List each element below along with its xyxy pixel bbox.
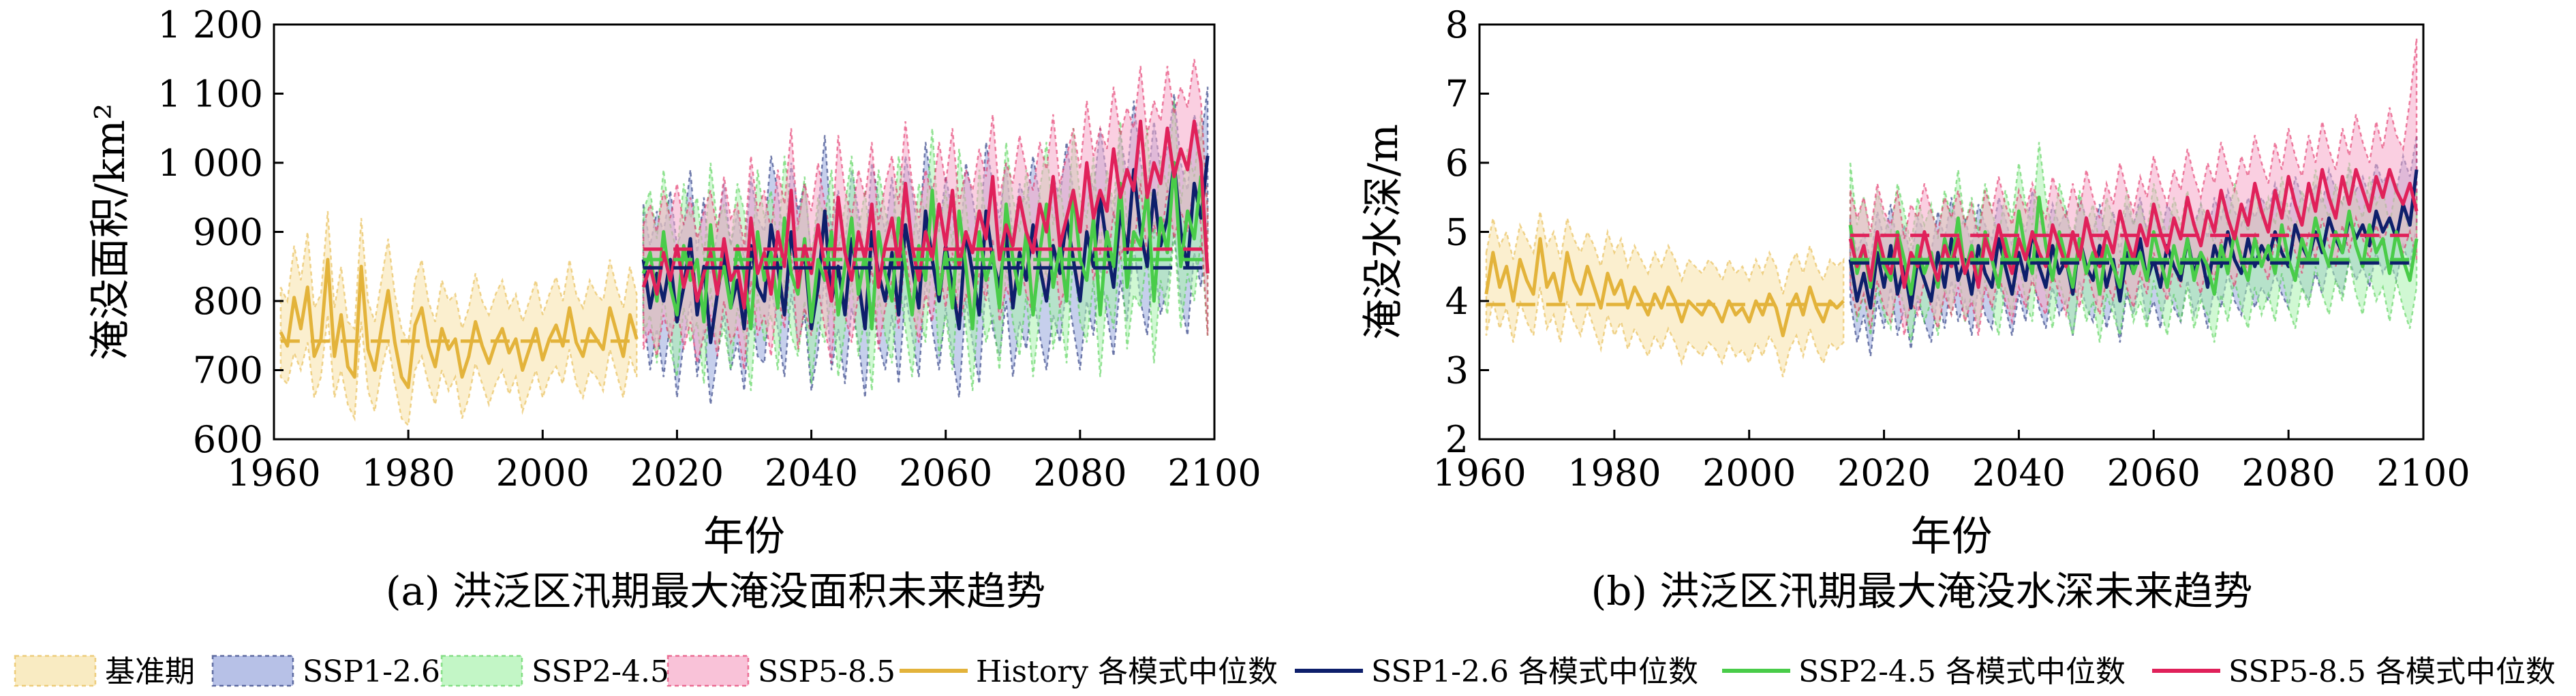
- y-tick-label: 4: [1445, 280, 1469, 323]
- y-tick-label: 2: [1445, 418, 1469, 461]
- legend-item-0: 基准期: [14, 654, 195, 689]
- legend-label: History 各模式中位数: [976, 654, 1278, 689]
- legend-item-2: SSP2-4.5: [440, 654, 669, 689]
- legend-label: SSP5-8.5 各模式中位数: [2228, 654, 2556, 689]
- legend-swatch: [666, 654, 750, 687]
- x-tick-label: 1960: [227, 452, 320, 494]
- x-axis-label: 年份: [703, 513, 785, 560]
- legend-item-4: History 各模式中位数: [900, 654, 1278, 689]
- legend-swatch: [211, 654, 294, 687]
- y-tick-label: 1 000: [157, 142, 263, 185]
- median-line-history: [1484, 237, 1845, 338]
- band-history: [279, 210, 638, 428]
- uncertainty-bands: [1485, 38, 2418, 377]
- legend-label: SSP2-4.5: [532, 654, 669, 689]
- legend-swatch: [14, 654, 97, 687]
- legend-label: SSP1-2.6 各模式中位数: [1371, 654, 1698, 689]
- y-tick-label: 5: [1445, 211, 1469, 254]
- chart-panel-area: 1960 1980 2000 2020 2040 2060 2080 2100 600 700 80…: [87, 3, 1261, 614]
- chart-caption: (b) 洪泛区汛期最大淹没水深未来趋势: [1591, 568, 2253, 614]
- y-axis-label: 淹没水深/m: [1360, 124, 1407, 340]
- legend-label: SSP5-8.5: [758, 654, 895, 689]
- mean-lines: [1486, 234, 2417, 306]
- legend-label: SSP2-4.5 各模式中位数: [1798, 654, 2126, 689]
- y-tick-label: 1 200: [157, 3, 263, 46]
- y-tick-label: 6: [1445, 142, 1469, 185]
- y-axis-label: 淹没面积/km²: [87, 104, 134, 361]
- y-tick-label: 7: [1445, 73, 1469, 116]
- x-tick-label: 2020: [1837, 452, 1931, 494]
- y-tick-label: 8: [1445, 3, 1469, 46]
- legend-item-7: SSP5-8.5 各模式中位数: [2152, 654, 2556, 689]
- axis-ticks: 1960 1980 2000 2020 2040 2060 2080 2100 2 3 4 5 6 7 8: [1432, 3, 2470, 494]
- median-line-history: [279, 257, 639, 390]
- chart-caption: (a) 洪泛区汛期最大淹没面积未来趋势: [386, 568, 1045, 614]
- axis-ticks: 1960 1980 2000 2020 2040 2060 2080 2100 600 700 80…: [157, 3, 1261, 494]
- y-tick-label: 800: [193, 280, 263, 323]
- y-tick-label: 3: [1445, 349, 1469, 392]
- x-tick-label: 2100: [1167, 452, 1261, 494]
- median-line-ssp2-4-5: [1848, 195, 2419, 296]
- x-tick-label: 2000: [496, 452, 589, 494]
- x-tick-label: 1980: [1567, 452, 1661, 494]
- x-tick-label: 2060: [2107, 452, 2201, 494]
- y-tick-label: 900: [193, 211, 263, 254]
- y-tick-label: 600: [193, 418, 263, 461]
- legend-label: 基准期: [105, 654, 195, 689]
- x-tick-label: 2060: [899, 452, 992, 494]
- legend-item-5: SSP1-2.6 各模式中位数: [1295, 654, 1698, 689]
- chart-panel-depth: 1960 1980 2000 2020 2040 2060 2080 21002345678 …: [1360, 3, 2470, 614]
- x-tick-label: 1960: [1432, 452, 1526, 494]
- legend-label: SSP1-2.6: [303, 654, 440, 689]
- mean-lines: [280, 247, 1208, 343]
- x-tick-label: 2100: [2376, 452, 2470, 494]
- x-tick-label: 1980: [361, 452, 455, 494]
- x-tick-label: 2080: [1033, 452, 1126, 494]
- median-line-ssp2-4-5: [641, 161, 1210, 331]
- x-axis-label: 年份: [1911, 513, 1993, 560]
- legend: 基准期 SSP1-2.6 SSP2-4.5 SSP5-8.5 History 各模式中位…: [14, 654, 2556, 689]
- legend-swatch: [440, 654, 523, 687]
- y-tick-label: 1 100: [157, 73, 263, 116]
- y-tick-label: 700: [193, 349, 263, 392]
- legend-item-3: SSP5-8.5: [666, 654, 895, 689]
- legend-item-1: SSP1-2.6: [211, 654, 440, 689]
- median-line-ssp1-2-6: [641, 155, 1210, 345]
- x-tick-label: 2040: [765, 452, 858, 494]
- legend-item-6: SSP2-4.5 各模式中位数: [1722, 654, 2126, 689]
- x-tick-label: 2020: [630, 452, 724, 494]
- x-tick-label: 2000: [1702, 452, 1796, 494]
- x-tick-label: 2080: [2241, 452, 2335, 494]
- x-tick-label: 2040: [1972, 452, 2066, 494]
